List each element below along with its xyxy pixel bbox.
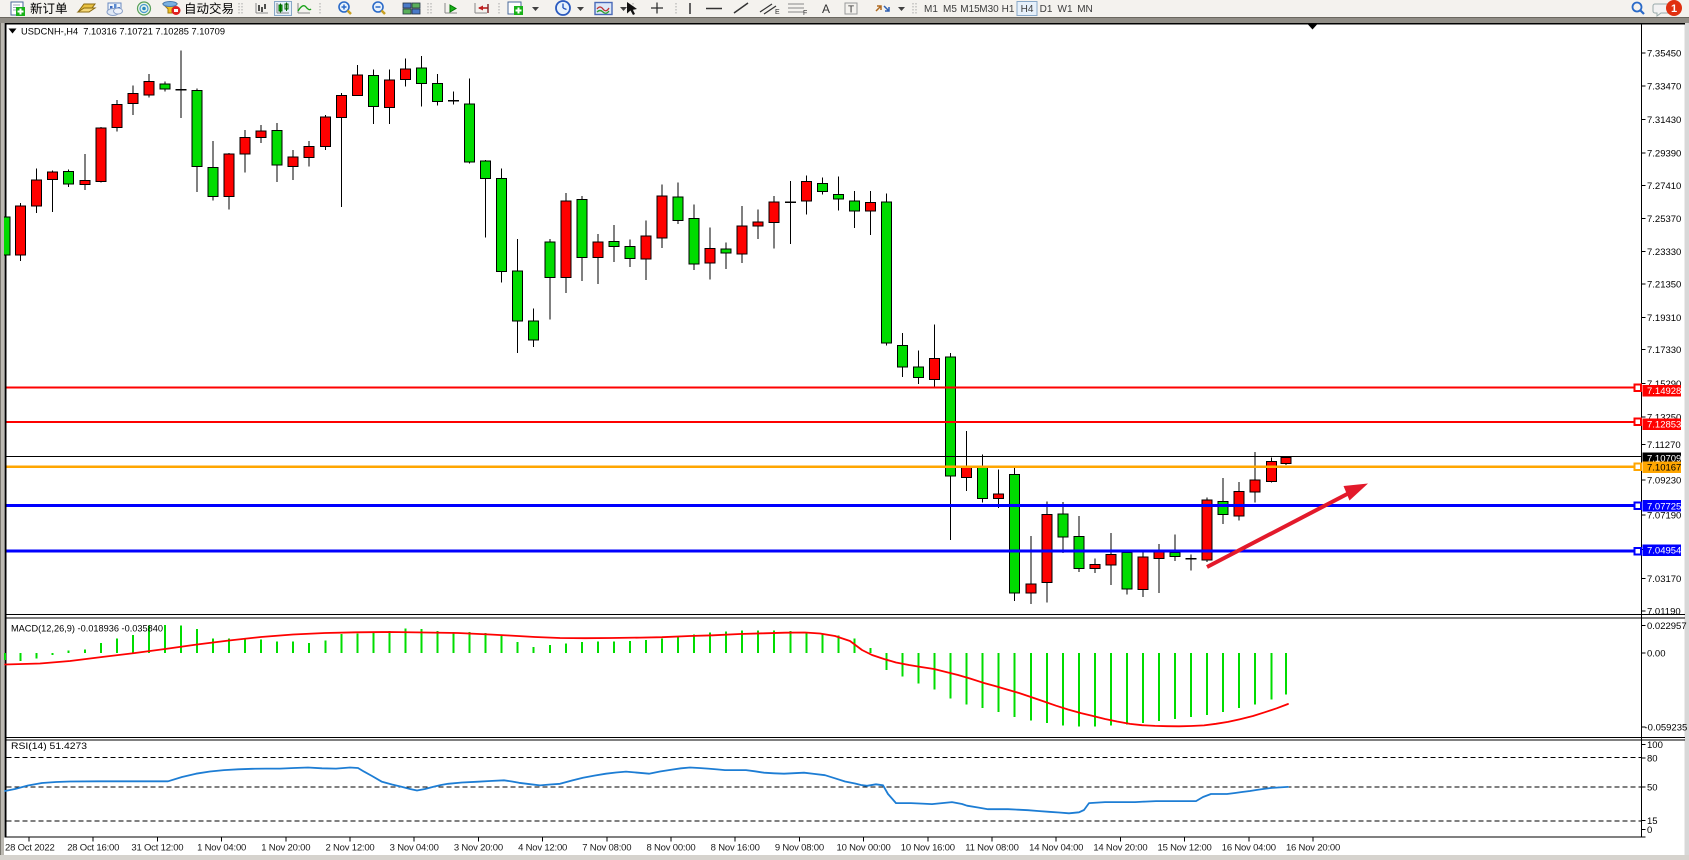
svg-text:7.03170: 7.03170 (1647, 574, 1681, 585)
svg-text:7.13250: 7.13250 (1647, 413, 1681, 424)
svg-text:A: A (822, 2, 830, 16)
svg-text:31 Oct 12:00: 31 Oct 12:00 (131, 843, 183, 854)
svg-text:0.00: 0.00 (1647, 649, 1666, 660)
svg-text:7.17330: 7.17330 (1647, 345, 1681, 356)
svg-text:8 Nov 00:00: 8 Nov 00:00 (646, 843, 695, 854)
svg-text:0.022957: 0.022957 (1647, 621, 1687, 632)
svg-text:1: 1 (1671, 3, 1677, 15)
svg-text:3 Nov 04:00: 3 Nov 04:00 (390, 843, 439, 854)
svg-text:28 Oct 2022: 28 Oct 2022 (5, 843, 55, 854)
svg-text:M1: M1 (924, 4, 938, 15)
svg-text:7 Nov 08:00: 7 Nov 08:00 (582, 843, 631, 854)
svg-text:9 Nov 08:00: 9 Nov 08:00 (775, 843, 824, 854)
svg-text:7.29390: 7.29390 (1647, 149, 1681, 160)
svg-text:USDCNH-,H4 7.10316 7.10721 7.: USDCNH-,H4 7.10316 7.10721 7.10285 7.107… (21, 27, 225, 38)
svg-text:7.10709: 7.10709 (1647, 454, 1681, 465)
svg-text:-0.059235: -0.059235 (1645, 722, 1688, 733)
svg-text:10 Nov 16:00: 10 Nov 16:00 (901, 843, 955, 854)
svg-text:14 Nov 04:00: 14 Nov 04:00 (1029, 843, 1083, 854)
svg-text:MACD(12,26,9) -0.018936 -0.035: MACD(12,26,9) -0.018936 -0.035840 (11, 624, 163, 635)
svg-text:10 Nov 00:00: 10 Nov 00:00 (837, 843, 891, 854)
svg-text:M5: M5 (943, 4, 957, 15)
svg-text:7.01190: 7.01190 (1647, 607, 1681, 618)
svg-text:F: F (803, 10, 807, 17)
svg-text:50: 50 (1647, 783, 1658, 794)
svg-text:7.07190: 7.07190 (1647, 511, 1681, 522)
svg-text:15 Nov 12:00: 15 Nov 12:00 (1158, 843, 1212, 854)
svg-text:7.23330: 7.23330 (1647, 247, 1681, 258)
svg-text:7.31430: 7.31430 (1647, 115, 1681, 126)
svg-text:100: 100 (1647, 740, 1663, 751)
svg-text:16 Nov 20:00: 16 Nov 20:00 (1286, 843, 1340, 854)
svg-text:7.15290: 7.15290 (1647, 379, 1681, 390)
svg-text:RSI(14) 51.4273: RSI(14) 51.4273 (11, 741, 87, 752)
svg-text:7.35450: 7.35450 (1647, 49, 1681, 60)
svg-text:MN: MN (1077, 4, 1093, 15)
svg-text:7.33470: 7.33470 (1647, 82, 1681, 93)
svg-text:7.07725: 7.07725 (1647, 501, 1681, 512)
svg-text:15: 15 (1647, 816, 1658, 827)
svg-text:1 Nov 04:00: 1 Nov 04:00 (197, 843, 246, 854)
svg-text:0: 0 (1647, 825, 1652, 836)
svg-text:M30: M30 (979, 4, 999, 15)
svg-text:8 Nov 16:00: 8 Nov 16:00 (711, 843, 760, 854)
svg-text:7.27410: 7.27410 (1647, 181, 1681, 192)
svg-text:7.09230: 7.09230 (1647, 476, 1681, 487)
svg-text:M15: M15 (960, 4, 980, 15)
svg-text:1 Nov 20:00: 1 Nov 20:00 (261, 843, 310, 854)
svg-text:7.19310: 7.19310 (1647, 313, 1681, 324)
svg-text:2 Nov 12:00: 2 Nov 12:00 (325, 843, 374, 854)
svg-text:3 Nov 20:00: 3 Nov 20:00 (454, 843, 503, 854)
svg-text:7.12853: 7.12853 (1647, 420, 1681, 431)
svg-text:T: T (848, 5, 854, 16)
svg-text:28 Oct 16:00: 28 Oct 16:00 (67, 843, 119, 854)
svg-text:W1: W1 (1058, 4, 1073, 15)
svg-text:H1: H1 (1002, 4, 1015, 15)
svg-text:16 Nov 04:00: 16 Nov 04:00 (1222, 843, 1276, 854)
svg-text:14 Nov 20:00: 14 Nov 20:00 (1093, 843, 1147, 854)
svg-text:7.14928: 7.14928 (1647, 386, 1681, 397)
svg-text:7.10167: 7.10167 (1647, 463, 1681, 474)
svg-text:H4: H4 (1021, 4, 1034, 15)
svg-text:7.04954: 7.04954 (1647, 546, 1681, 557)
svg-text:7.21350: 7.21350 (1647, 280, 1681, 291)
svg-text:D1: D1 (1040, 4, 1053, 15)
svg-text:E: E (775, 9, 780, 16)
svg-text:11 Nov 08:00: 11 Nov 08:00 (965, 843, 1018, 854)
svg-text:7.11270: 7.11270 (1647, 440, 1681, 451)
svg-text:4 Nov 12:00: 4 Nov 12:00 (518, 843, 567, 854)
svg-text:80: 80 (1647, 754, 1658, 765)
svg-text:7.25370: 7.25370 (1647, 214, 1681, 225)
